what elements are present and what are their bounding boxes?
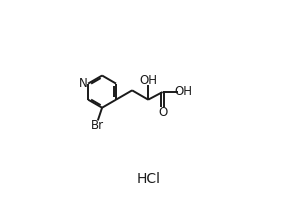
Text: HCl: HCl — [137, 172, 161, 186]
Text: O: O — [158, 106, 167, 119]
Text: OH: OH — [174, 85, 192, 98]
Text: Br: Br — [90, 119, 104, 132]
Text: N: N — [79, 77, 88, 90]
Text: OH: OH — [140, 74, 158, 87]
